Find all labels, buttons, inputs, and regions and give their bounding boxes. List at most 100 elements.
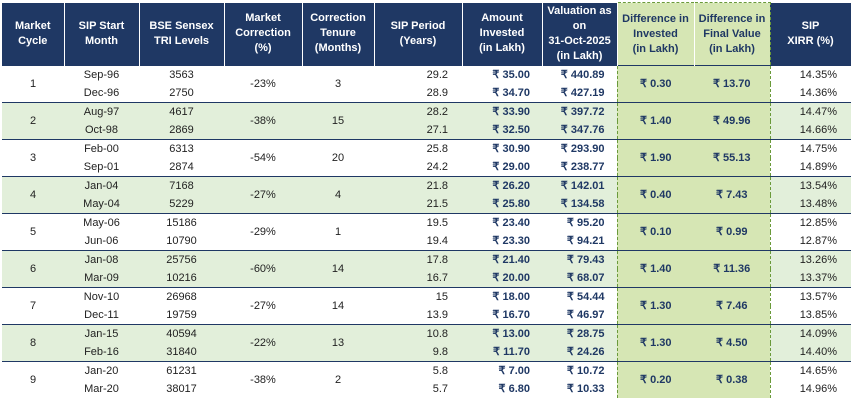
start-month: May-06: [64, 213, 139, 232]
start-month: Jan-15: [64, 324, 139, 343]
column-header: Difference in Final Value (in Lakh): [694, 2, 771, 66]
amount-invested: ₹ 29.00: [492, 161, 530, 173]
correction-tenure: 2: [302, 361, 374, 398]
difference-final-value: ₹ 55.13: [694, 139, 771, 177]
start-month: Feb-16: [64, 343, 139, 362]
header-line: SIP Period: [390, 19, 446, 32]
sip-xirr: 12.85%: [770, 213, 851, 232]
header-line: (in Lakh): [479, 42, 525, 55]
header-line: Invested: [479, 27, 525, 40]
header-line: Amount: [481, 12, 523, 25]
column-header: Market Cycle: [2, 2, 65, 66]
table-row: Feb-16 31840 9.8 ₹ 11.70 ₹ 24.26 14.40%: [2, 343, 851, 362]
difference-final-value: ₹ 0.38: [694, 361, 771, 398]
sip-xirr: 14.47%: [770, 102, 851, 121]
header-line: (Months): [314, 42, 362, 55]
start-month: Aug-97: [64, 102, 139, 121]
market-correction: -38%: [224, 102, 302, 140]
column-header: SIP XIRR (%): [770, 2, 852, 66]
valuation: ₹ 238.77: [560, 161, 605, 173]
column-header: SIP Period (Years): [374, 2, 463, 66]
difference-final-value: ₹ 0.99: [694, 213, 771, 251]
amount-invested: ₹ 18.00: [462, 287, 542, 306]
market-correction: -23%: [224, 65, 302, 103]
start-month: Dec-96: [83, 87, 120, 99]
difference-final-value: ₹ 11.36: [694, 250, 771, 288]
difference-invested: ₹ 1.40: [616, 250, 694, 288]
sensex-level: 10216: [139, 269, 224, 288]
market-cycle: 9: [2, 361, 64, 398]
sensex-level: 3563: [139, 65, 224, 84]
start-month: Jan-20: [64, 361, 139, 380]
start-month: Feb-00: [64, 139, 139, 158]
header-line: Final Value: [703, 27, 761, 40]
sensex-level: 4617: [139, 102, 224, 121]
start-month: Jan-04: [64, 176, 139, 195]
header-line: SIP Start: [78, 19, 125, 32]
difference-invested: ₹ 1.40: [616, 102, 694, 140]
column-header: Valuation as on 31-Oct-2025 (in Lakh): [542, 2, 618, 66]
table-row: 8 Jan-15 40594 -22% 13 10.8 ₹ 13.00 ₹ 28.75 ₹ 1.…: [2, 324, 851, 362]
sensex-level: 2874: [169, 161, 194, 173]
difference-final-value: ₹ 7.43: [694, 176, 771, 214]
sip-xirr: 14.40%: [770, 343, 851, 362]
sip-period: 13.9: [426, 309, 448, 321]
sip-table: Market Cycle SIP Start Month BSE Sensex TRI L…: [2, 2, 852, 398]
header-row: Market Cycle SIP Start Month BSE Sensex TRI L…: [2, 2, 852, 66]
header-line: Market: [245, 12, 281, 25]
amount-invested: ₹ 32.50: [462, 121, 542, 140]
header-line: 31-Oct-2025: [548, 34, 611, 47]
sip-xirr: 12.87%: [799, 235, 837, 247]
amount-invested: ₹ 20.00: [462, 269, 542, 288]
correction-tenure: 4: [302, 176, 374, 214]
market-cycle: 3: [2, 139, 64, 177]
sensex-level: 19759: [166, 309, 197, 321]
difference-final-value: ₹ 13.70: [694, 65, 771, 103]
sensex-level: 38017: [166, 383, 197, 395]
correction-tenure: 14: [302, 250, 374, 288]
valuation: ₹ 134.58: [542, 195, 617, 214]
table-row: Sep-01 2874 24.2 ₹ 29.00 ₹ 238.77 14.89%: [2, 158, 851, 177]
start-month: Sep-96: [64, 65, 139, 84]
column-header: Market Correction (%): [224, 2, 303, 66]
table-row: 3 Feb-00 6313 -54% 20 25.8 ₹ 30.90 ₹ 293.90 ₹ 1.…: [2, 139, 851, 177]
sip-period: 10.8: [374, 324, 462, 343]
difference-invested: ₹ 0.10: [616, 213, 694, 251]
column-header: Amount Invested (in Lakh): [462, 2, 543, 66]
valuation: ₹ 54.44: [542, 287, 617, 306]
valuation: ₹ 293.90: [542, 139, 617, 158]
market-cycle: 6: [2, 250, 64, 288]
column-header: Difference in Invested (in Lakh): [616, 2, 695, 66]
header-line: SIP: [801, 19, 820, 32]
header-line: Correction: [235, 27, 291, 40]
correction-tenure: 13: [302, 324, 374, 362]
header-line: (%): [254, 42, 272, 55]
table-body: 1 Sep-96 3563 -23% 3 29.2 ₹ 35.00 ₹ 440.89 ₹ 0.3…: [2, 65, 851, 398]
sensex-level: 61231: [139, 361, 224, 380]
table-row: Dec-11 19759 13.9 ₹ 16.70 ₹ 46.97 13.85%: [2, 306, 851, 325]
sip-xirr: 14.75%: [770, 139, 851, 158]
header-line: Correction: [310, 12, 366, 25]
table-row: May-04 5229 21.5 ₹ 25.80 ₹ 134.58 13.48%: [2, 195, 851, 214]
market-cycle: 7: [2, 287, 64, 325]
sensex-level: 2869: [139, 121, 224, 140]
start-month: Nov-10: [64, 287, 139, 306]
valuation: ₹ 79.43: [542, 250, 617, 269]
difference-invested: ₹ 1.90: [616, 139, 694, 177]
table-row: 7 Nov-10 26968 -27% 14 15 ₹ 18.00 ₹ 54.44 ₹ 1.30…: [2, 287, 851, 325]
market-cycle: 1: [2, 65, 64, 103]
sensex-level: 2750: [169, 87, 194, 99]
sensex-level: 31840: [139, 343, 224, 362]
difference-final-value: ₹ 49.96: [694, 102, 771, 140]
table-row: 5 May-06 15186 -29% 1 19.5 ₹ 23.40 ₹ 95.20 ₹ 0.1…: [2, 213, 851, 251]
sensex-level: 7168: [139, 176, 224, 195]
market-correction: -38%: [224, 361, 302, 398]
sip-xirr: 13.26%: [770, 250, 851, 269]
valuation: ₹ 95.20: [542, 213, 617, 232]
valuation: ₹ 427.19: [560, 87, 605, 99]
amount-invested: ₹ 33.90: [462, 102, 542, 121]
header-line: XIRR (%): [787, 34, 834, 47]
valuation: ₹ 347.76: [542, 121, 617, 140]
valuation: ₹ 68.07: [542, 269, 617, 288]
